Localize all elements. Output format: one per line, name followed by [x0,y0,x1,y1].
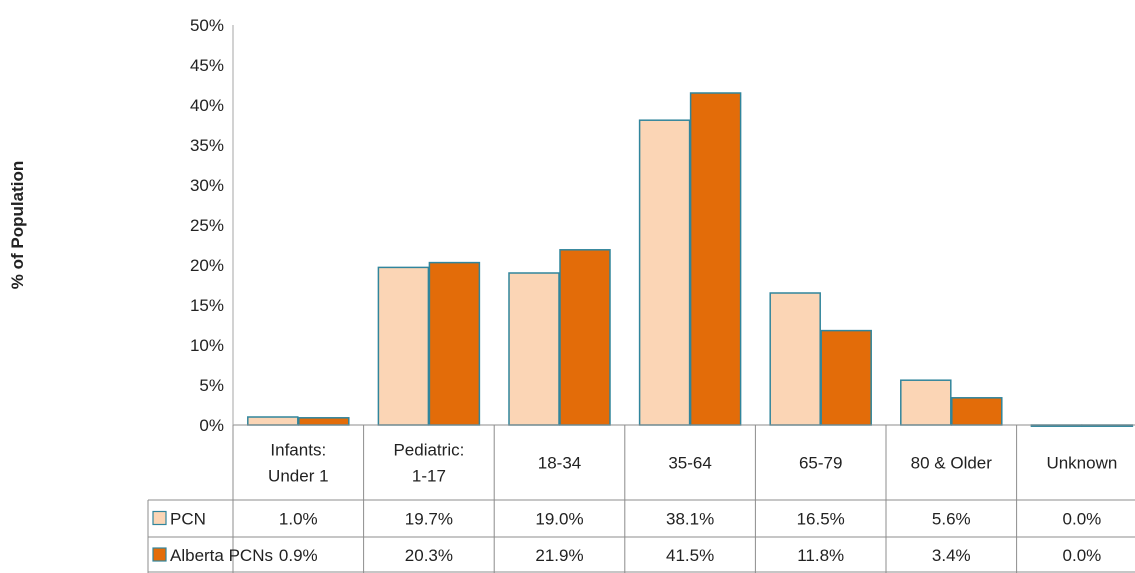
bar-alberta-pcns [559,249,611,426]
data-label: 0.9% [279,546,318,565]
y-tick-label: 15% [190,296,224,315]
bar-alberta-pcns [689,92,742,426]
data-table: Infants: Under 1 Pediatric: 1-17 18-34 35-64 6… [147,424,1135,573]
data-label: 0.0% [1063,546,1102,565]
y-axis-label: % of Population [8,161,27,289]
y-tick-label: 10% [190,336,224,355]
bar-pcn [377,266,430,426]
y-tick-label: 20% [190,256,224,275]
bar-alberta-pcns [428,261,481,426]
bar-pcn [508,272,560,426]
legend-label: PCN [170,510,206,529]
y-tick-label: 0% [199,416,224,435]
bars [247,92,1134,427]
x-category-label: Infants: [270,441,326,460]
x-category-label: 1-17 [412,467,446,486]
y-axis-ticks: 0% 5% 10% 15% 20% 25% 30% 35% 40% 45% 50% [190,16,224,435]
data-label: 3.4% [932,546,971,565]
data-label: 11.8% [797,546,844,565]
y-tick-label: 35% [190,136,224,155]
bar-alberta-pcns [951,397,1003,426]
data-label: 5.6% [932,510,971,529]
legend-label: Alberta PCNs [170,546,273,565]
y-tick-label: 50% [190,16,224,35]
x-category-label: Unknown [1046,454,1117,473]
x-category-label: 35-64 [668,454,711,473]
legend-swatch [152,547,167,562]
bar-pcn [638,119,691,426]
x-category-label: Under 1 [268,467,328,486]
x-category-label: Pediatric: [393,441,464,460]
data-label: 0.0% [1063,510,1102,529]
data-label: 41.5% [666,546,714,565]
data-label: 19.7% [405,510,453,529]
legend-swatch [152,510,167,526]
x-category-label: 18-34 [538,454,581,473]
y-tick-label: 30% [190,176,224,195]
data-label: 1.0% [279,510,318,529]
bar-pcn [769,292,821,426]
bar-pcn [247,416,299,426]
bar-alberta-pcns [298,417,350,426]
bar-pcn [900,379,952,426]
data-label: 21.9% [535,546,583,565]
x-category-label: 65-79 [799,454,842,473]
data-label: 38.1% [666,510,714,529]
x-category-label: 80 & Older [911,454,993,473]
y-tick-label: 40% [190,96,224,115]
data-label: 20.3% [405,546,453,565]
data-label: 19.0% [535,510,583,529]
y-tick-label: 5% [199,376,224,395]
bar-alberta-pcns [820,329,872,426]
y-tick-label: 45% [190,56,224,75]
y-tick-label: 25% [190,216,224,235]
data-label: 16.5% [797,510,845,529]
